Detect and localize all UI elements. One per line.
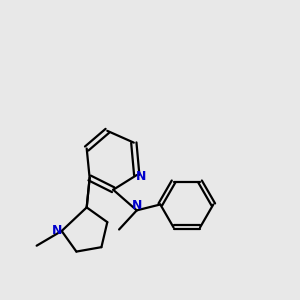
Text: N: N	[52, 224, 62, 238]
Text: N: N	[136, 170, 147, 183]
Text: N: N	[132, 199, 142, 212]
